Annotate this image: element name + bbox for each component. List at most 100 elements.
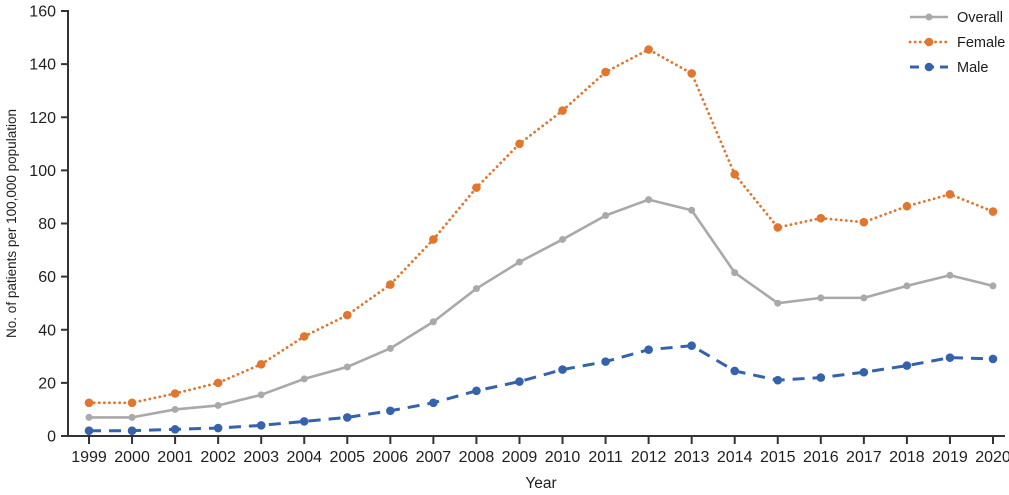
- x-tick-label: 2019: [932, 449, 968, 466]
- x-tick-label: 2012: [631, 449, 667, 466]
- x-tick-label: 2009: [502, 449, 538, 466]
- legend-item-overall: Overall: [910, 10, 1003, 26]
- data-point-male-2014: [730, 366, 740, 376]
- data-point-overall-2005: [343, 363, 351, 371]
- data-point-female-2020: [988, 207, 998, 216]
- data-point-female-1999: [84, 398, 94, 408]
- data-point-male-2003: [256, 421, 266, 430]
- x-tick-label: 2016: [803, 449, 839, 466]
- data-point-overall-2009: [515, 258, 523, 266]
- data-point-overall-2011: [602, 212, 610, 220]
- data-point-female-2017: [859, 217, 869, 227]
- data-point-overall-2000: [128, 413, 136, 421]
- data-point-female-2010: [558, 106, 567, 115]
- data-point-female-2018: [902, 201, 912, 211]
- data-point-overall-2004: [300, 375, 308, 383]
- x-tick-label: 2014: [717, 449, 753, 466]
- legend-item-female: Female: [908, 35, 1005, 51]
- data-point-female-2001: [170, 389, 180, 398]
- data-point-overall-2015: [774, 299, 782, 307]
- y-tick-label: 160: [29, 4, 56, 21]
- legend-marker: [924, 37, 934, 47]
- x-tick-label: 2015: [760, 449, 796, 466]
- data-point-overall-2017: [860, 294, 868, 302]
- data-point-male-2018: [902, 361, 912, 370]
- y-tick-label: 140: [29, 57, 56, 74]
- x-tick-label: 2008: [459, 449, 495, 466]
- data-point-male-2007: [429, 398, 438, 408]
- x-tick-label: 2002: [200, 449, 236, 466]
- data-point-male-2010: [558, 365, 567, 374]
- data-point-female-2008: [472, 183, 481, 192]
- data-point-overall-1999: [85, 413, 93, 421]
- y-tick-label: 60: [38, 269, 56, 286]
- data-point-female-2009: [515, 139, 524, 149]
- y-axis-label: No. of patients per 100,000 population: [4, 109, 19, 338]
- legend-marker: [925, 13, 933, 21]
- x-tick-label: 2001: [157, 449, 193, 466]
- data-point-male-2013: [687, 341, 696, 350]
- data-point-male-2016: [816, 373, 826, 382]
- data-point-male-2004: [299, 417, 309, 426]
- data-point-overall-2014: [731, 269, 739, 277]
- data-point-male-1999: [84, 426, 94, 435]
- legend-label: Female: [957, 35, 1005, 51]
- x-tick-label: 2000: [114, 449, 150, 466]
- legend-item-male: Male: [910, 60, 988, 76]
- data-point-female-2013: [687, 69, 696, 78]
- legend-label: Overall: [957, 10, 1003, 26]
- data-point-male-2017: [859, 367, 869, 377]
- data-point-overall-2010: [559, 235, 567, 243]
- x-tick-label: 2010: [545, 449, 581, 466]
- data-point-male-2000: [127, 426, 137, 435]
- x-tick-label: 2011: [588, 449, 623, 466]
- y-tick-label: 100: [29, 163, 56, 180]
- x-tick-label: 2020: [975, 449, 1009, 466]
- y-tick-label: 0: [47, 429, 56, 446]
- x-tick-label: 2006: [373, 449, 409, 466]
- data-point-overall-2018: [903, 282, 911, 290]
- data-point-male-2005: [342, 413, 352, 422]
- legend-marker: [924, 62, 934, 72]
- data-point-male-2006: [386, 406, 395, 416]
- data-point-female-2002: [213, 378, 223, 388]
- data-point-female-2015: [773, 223, 783, 232]
- x-tick-label: 2005: [329, 449, 365, 466]
- data-point-female-2000: [127, 398, 137, 408]
- data-point-male-2002: [213, 423, 223, 433]
- data-point-overall-2007: [429, 318, 437, 326]
- series-line-female: [87, 48, 995, 405]
- x-tick-label: 2017: [846, 449, 882, 466]
- data-point-overall-2012: [645, 196, 653, 204]
- data-point-female-2012: [644, 45, 653, 54]
- data-point-male-2008: [472, 386, 481, 396]
- data-point-overall-2001: [171, 405, 179, 413]
- data-point-overall-2020: [989, 282, 997, 290]
- data-point-overall-2006: [386, 344, 394, 352]
- data-point-overall-2003: [257, 391, 265, 399]
- y-tick-label: 80: [38, 216, 56, 233]
- data-point-male-2015: [773, 375, 783, 385]
- data-point-male-2009: [515, 377, 524, 386]
- x-tick-label: 2003: [243, 449, 279, 466]
- data-point-female-2006: [386, 280, 395, 289]
- x-tick-label: 2004: [286, 449, 322, 466]
- data-point-female-2014: [730, 170, 740, 179]
- data-point-female-2004: [299, 332, 309, 341]
- data-point-female-2007: [429, 235, 438, 244]
- data-point-overall-2013: [688, 206, 696, 214]
- data-point-female-2005: [342, 310, 352, 320]
- data-point-male-2019: [945, 353, 955, 362]
- data-point-female-2016: [816, 213, 826, 223]
- y-tick-label: 120: [29, 110, 56, 127]
- y-tick-label: 20: [38, 375, 56, 392]
- legend-label: Male: [957, 60, 988, 76]
- data-point-male-2001: [170, 425, 180, 434]
- data-point-female-2003: [256, 359, 266, 369]
- data-point-overall-2016: [817, 294, 825, 302]
- series-line-overall: [89, 198, 994, 419]
- data-point-overall-2002: [214, 401, 222, 409]
- data-point-overall-2019: [946, 271, 954, 279]
